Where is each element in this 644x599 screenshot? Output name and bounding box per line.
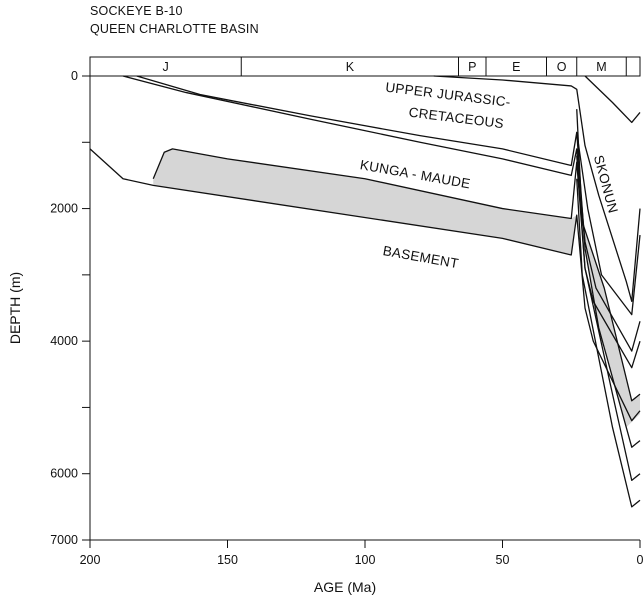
unit-label-1: UPPER JURASSIC- xyxy=(385,80,512,110)
chart-title: SOCKEYE B-10 xyxy=(90,4,183,18)
unit-label-5: BASEMENT xyxy=(382,243,460,271)
y-tick-label: 6000 xyxy=(50,467,78,481)
period-label-j: J xyxy=(163,60,169,74)
period-label-e: E xyxy=(512,60,520,74)
horizon-line-6 xyxy=(584,75,641,124)
x-tick-label: 0 xyxy=(637,553,644,567)
x-tick-label: 150 xyxy=(217,553,238,567)
y-tick-label: 4000 xyxy=(50,334,78,348)
y-tick-label: 7000 xyxy=(50,533,78,547)
horizon-line-3 xyxy=(122,75,641,352)
horizon-line-9 xyxy=(576,155,641,481)
period-label-o: O xyxy=(557,60,567,74)
horizon-line-1 xyxy=(89,148,641,422)
x-axis-label: AGE (Ma) xyxy=(314,579,376,595)
unit-label-2: CRETACEOUS xyxy=(408,105,505,132)
x-tick-label: 200 xyxy=(80,553,101,567)
y-tick-label: 2000 xyxy=(50,202,78,216)
y-axis-label: DEPTH (m) xyxy=(7,272,23,344)
horizon-line-5 xyxy=(433,75,641,303)
period-label-k: K xyxy=(346,60,355,74)
horizon-line-4 xyxy=(136,75,641,316)
chart-subtitle: QUEEN CHARLOTTE BASIN xyxy=(90,22,259,36)
horizon-line-10 xyxy=(576,178,641,508)
x-tick-label: 50 xyxy=(496,553,510,567)
horizon-line-8 xyxy=(576,132,641,448)
y-tick-label: 0 xyxy=(71,69,78,83)
x-tick-label: 100 xyxy=(355,553,376,567)
period-label-m: M xyxy=(596,60,606,74)
period-bar xyxy=(89,56,641,77)
period-label-p: P xyxy=(468,60,476,74)
kunga-maude-fill xyxy=(153,148,577,255)
horizon-line-2 xyxy=(152,148,641,369)
